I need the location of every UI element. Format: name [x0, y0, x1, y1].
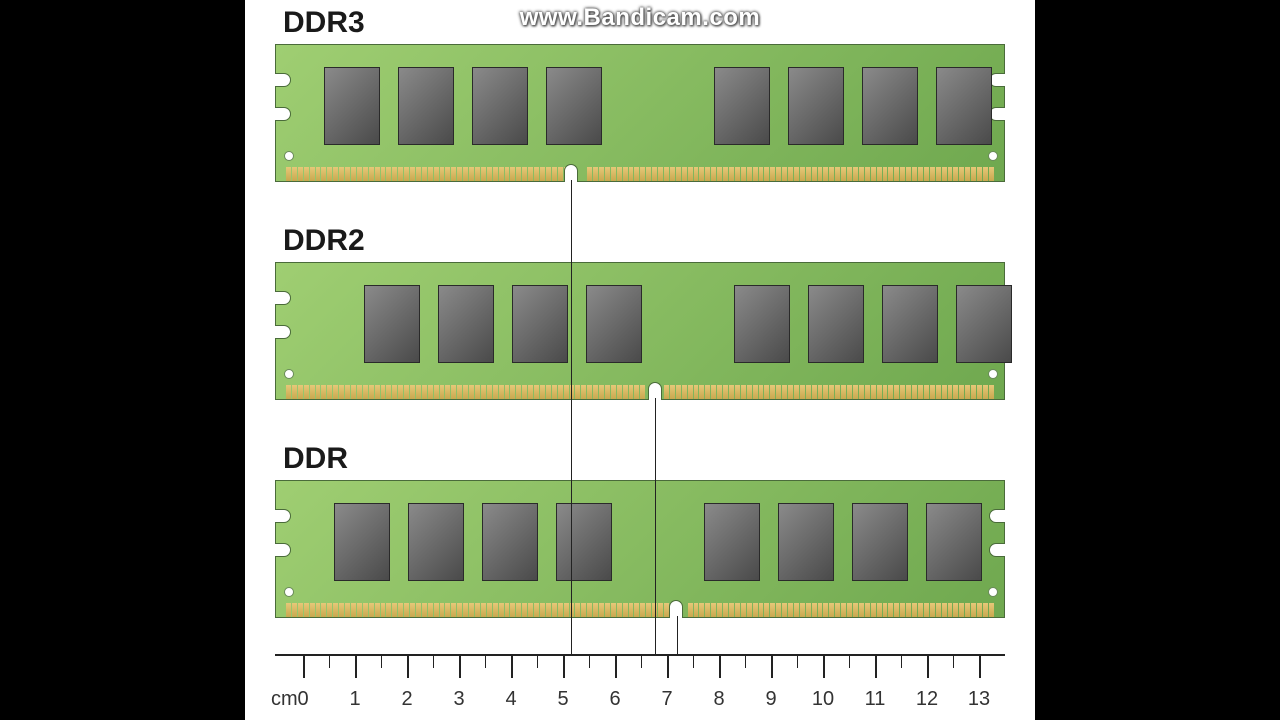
- ruler-tick-major: [719, 656, 721, 678]
- ruler-number: 3: [453, 688, 464, 711]
- ruler-tick-major: [927, 656, 929, 678]
- ruler-tick-major: [979, 656, 981, 678]
- side-notch: [989, 509, 1005, 523]
- ruler-tick-minor: [693, 656, 694, 668]
- ruler-tick-major: [459, 656, 461, 678]
- diagram-canvas: DDR3DDR2DDR cm012345678910111213: [245, 0, 1035, 720]
- contact-pins: [286, 383, 994, 399]
- memory-chip: [546, 67, 602, 145]
- contact-pins: [286, 165, 994, 181]
- ruler-number: 9: [765, 688, 776, 711]
- module-label: DDR2: [283, 224, 1005, 258]
- ram-stick: [275, 262, 1005, 400]
- ruler-tick-minor: [329, 656, 330, 668]
- memory-chip: [482, 503, 538, 581]
- ruler-number: 8: [713, 688, 724, 711]
- mounting-hole: [988, 369, 998, 379]
- side-notch: [275, 291, 291, 305]
- side-notch: [275, 73, 291, 87]
- memory-chip: [862, 67, 918, 145]
- mounting-hole: [988, 587, 998, 597]
- ruler-tick-major: [511, 656, 513, 678]
- side-notch: [275, 509, 291, 523]
- ruler-tick-minor: [381, 656, 382, 668]
- mounting-hole: [284, 369, 294, 379]
- ram-module-ddr3: DDR3: [275, 6, 1005, 182]
- memory-chip: [438, 285, 494, 363]
- memory-chip: [408, 503, 464, 581]
- ruler-tick-major: [355, 656, 357, 678]
- ruler-tick-major: [875, 656, 877, 678]
- ruler: cm012345678910111213: [275, 654, 1005, 714]
- ruler-number: 1: [349, 688, 360, 711]
- mounting-hole: [284, 151, 294, 161]
- memory-chip: [788, 67, 844, 145]
- contact-pins: [286, 601, 994, 617]
- ruler-number: 11: [865, 688, 886, 711]
- ruler-tick-major: [771, 656, 773, 678]
- side-notch: [275, 543, 291, 557]
- ram-stick: [275, 480, 1005, 618]
- memory-chip: [956, 285, 1012, 363]
- memory-chip: [586, 285, 642, 363]
- memory-chip: [734, 285, 790, 363]
- ruler-tick-minor: [485, 656, 486, 668]
- ram-stick: [275, 44, 1005, 182]
- notch-guide-line: [677, 616, 678, 654]
- ruler-tick-minor: [589, 656, 590, 668]
- notch-guide-line: [655, 398, 656, 654]
- memory-chip: [882, 285, 938, 363]
- ruler-tick-major: [407, 656, 409, 678]
- memory-chip: [334, 503, 390, 581]
- mounting-hole: [284, 587, 294, 597]
- ruler-tick-minor: [433, 656, 434, 668]
- ruler-number: 4: [505, 688, 516, 711]
- ruler-tick-major: [667, 656, 669, 678]
- ruler-tick-major: [615, 656, 617, 678]
- ruler-number: 7: [661, 688, 672, 711]
- memory-chip: [472, 67, 528, 145]
- memory-chip: [398, 67, 454, 145]
- memory-chip: [808, 285, 864, 363]
- ruler-tick-minor: [849, 656, 850, 668]
- ruler-tick-minor: [537, 656, 538, 668]
- memory-chip: [778, 503, 834, 581]
- ram-module-ddr2: DDR2: [275, 224, 1005, 400]
- ruler-tick-major: [303, 656, 305, 678]
- ruler-number: 0: [297, 688, 308, 711]
- memory-chip: [704, 503, 760, 581]
- memory-chip: [556, 503, 612, 581]
- ruler-tick-major: [823, 656, 825, 678]
- memory-chip: [926, 503, 982, 581]
- ruler-number: 10: [812, 688, 834, 711]
- side-notch: [989, 543, 1005, 557]
- ruler-number: 6: [609, 688, 620, 711]
- module-label: DDR: [283, 442, 1005, 476]
- ruler-number: 2: [401, 688, 412, 711]
- memory-chip: [324, 67, 380, 145]
- memory-chip: [852, 503, 908, 581]
- memory-chip: [714, 67, 770, 145]
- ruler-tick-minor: [953, 656, 954, 668]
- memory-chip: [512, 285, 568, 363]
- side-notch: [275, 325, 291, 339]
- ruler-tick-minor: [901, 656, 902, 668]
- ruler-number: 12: [916, 688, 938, 711]
- mounting-hole: [988, 151, 998, 161]
- ruler-number: 13: [968, 688, 990, 711]
- memory-chip: [936, 67, 992, 145]
- ram-module-ddr: DDR: [275, 442, 1005, 618]
- watermark-text: www.Bandicam.com: [520, 4, 761, 32]
- ruler-tick-minor: [797, 656, 798, 668]
- ruler-tick-minor: [745, 656, 746, 668]
- ruler-number: 5: [557, 688, 568, 711]
- ruler-tick-major: [563, 656, 565, 678]
- ruler-tick-minor: [641, 656, 642, 668]
- notch-guide-line: [571, 180, 572, 654]
- ruler-unit-label: cm: [271, 688, 298, 711]
- side-notch: [275, 107, 291, 121]
- memory-chip: [364, 285, 420, 363]
